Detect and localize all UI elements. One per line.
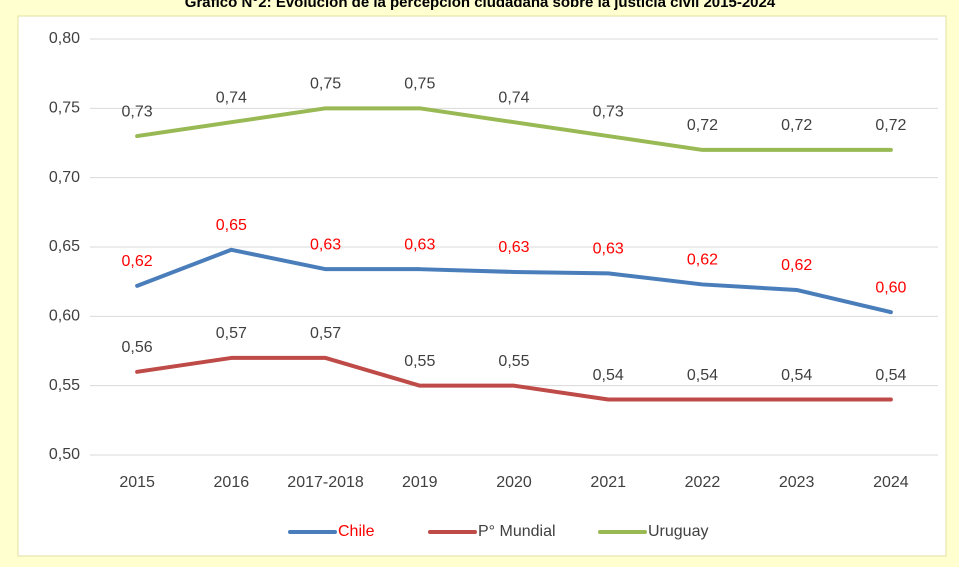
legend-label: Uruguay [648,523,708,540]
series-line [135,106,893,152]
data-label: 0,72 [687,117,718,134]
data-label: 0,74 [216,89,247,106]
data-label: 0,73 [593,103,624,120]
x-tick-label: 2019 [402,474,438,491]
data-label: 0,75 [310,76,341,93]
data-label: 0,74 [498,89,529,106]
data-label: 0,54 [593,367,624,384]
data-label: 0,62 [781,257,812,274]
chart-area [17,15,947,557]
y-tick-label: 0,50 [49,446,80,463]
data-label: 0,62 [687,252,718,269]
x-tick-label: 2017-2018 [287,474,364,491]
data-label: 0,62 [122,253,153,270]
data-label: 0,57 [310,325,341,342]
data-label: 0,73 [122,103,153,120]
series-line [135,247,893,315]
data-label: 0,54 [875,367,906,384]
y-tick-label: 0,75 [49,100,80,117]
legend-label: Chile [338,523,375,540]
data-label: 0,63 [498,239,529,256]
data-label: 0,55 [404,353,435,370]
x-tick-label: 2024 [873,474,909,491]
data-label: 0,63 [404,236,435,253]
y-tick-label: 0,65 [49,238,80,255]
legend-label: P° Mundial [478,523,556,540]
x-tick-label: 2020 [496,474,532,491]
data-label: 0,72 [875,117,906,134]
data-label: 0,63 [310,236,341,253]
y-tick-label: 0,70 [49,169,80,186]
x-tick-label: 2015 [119,474,155,491]
data-label: 0,54 [781,367,812,384]
x-tick-label: 2016 [214,474,250,491]
x-tick-label: 2023 [779,474,815,491]
chart-title: Gráfico N°2: Evolución de la percepción … [185,0,776,11]
x-tick-label: 2022 [685,474,721,491]
data-label: 0,56 [122,339,153,356]
data-label: 0,65 [216,217,247,234]
data-label: 0,60 [875,279,906,296]
y-tick-label: 0,55 [49,377,80,394]
data-label: 0,75 [404,76,435,93]
data-label: 0,72 [781,117,812,134]
data-label: 0,57 [216,325,247,342]
data-label: 0,63 [593,241,624,258]
series-line [135,355,893,402]
y-tick-label: 0,60 [49,308,80,325]
data-label: 0,55 [498,353,529,370]
x-tick-label: 2021 [590,474,626,491]
y-tick-label: 0,80 [49,30,80,47]
data-label: 0,54 [687,367,718,384]
